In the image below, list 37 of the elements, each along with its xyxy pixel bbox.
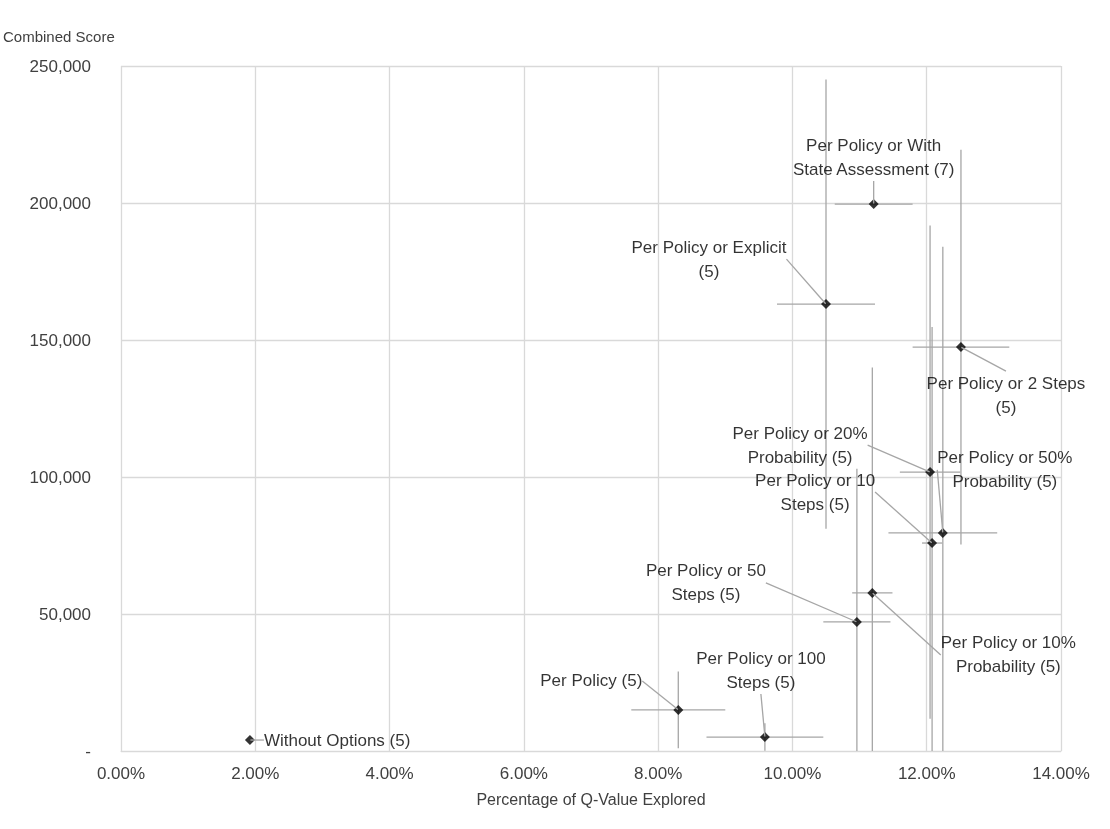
point [925, 467, 936, 478]
annotation: Per Policy (5) [540, 671, 643, 691]
point [927, 538, 938, 549]
point [868, 199, 879, 210]
y-tick-label: 50,000 [39, 604, 91, 624]
y-axis-title: Combined Score [3, 28, 115, 45]
point [867, 587, 878, 598]
x-tick-label: 4.00% [365, 764, 414, 783]
annotation: Per Policy or 10 Steps (5) [755, 470, 876, 514]
y-tick-label: 150,000 [29, 330, 91, 350]
x-tick-label: 14.00% [1032, 764, 1090, 783]
x-tick-label: 10.00% [763, 764, 822, 783]
point [673, 704, 684, 715]
x-tick-label: 6.00% [499, 764, 548, 783]
annotation: Per Policy or Explicit (5) [631, 237, 787, 281]
annotation: Per Policy or 50 Steps (5) [645, 561, 766, 605]
x-axis-title: Percentage of Q-Value Explored [476, 790, 706, 808]
point [821, 299, 831, 310]
annotation: Per Policy or 50% Probability (5) [937, 448, 1073, 492]
y-tick-label: 250,000 [29, 56, 91, 76]
point [955, 342, 966, 353]
annotation: Per Policy or 100 Steps (5) [696, 648, 826, 692]
annotation: Per Policy or With State Assessment (7) [792, 135, 955, 179]
annotation: Per Policy or 2 Steps (5) [926, 373, 1086, 417]
x-tick-label: 0.00% [96, 764, 146, 783]
point [937, 527, 948, 538]
point [759, 732, 770, 743]
annotation: Per Policy or 10% Probability (5) [940, 633, 1076, 677]
y-tick-label: 200,000 [29, 193, 91, 213]
y-tick-label: 100,000 [29, 467, 91, 487]
x-tick-label: 8.00% [634, 764, 683, 783]
annotation: Without Options (5) [263, 730, 411, 750]
x-tick-label: 2.00% [231, 764, 280, 783]
annotation: Per Policy or 20% Probability (5) [732, 423, 868, 467]
point [851, 616, 862, 627]
y-tick-label: - [85, 741, 91, 761]
x-tick-label: 12.00% [897, 764, 956, 783]
